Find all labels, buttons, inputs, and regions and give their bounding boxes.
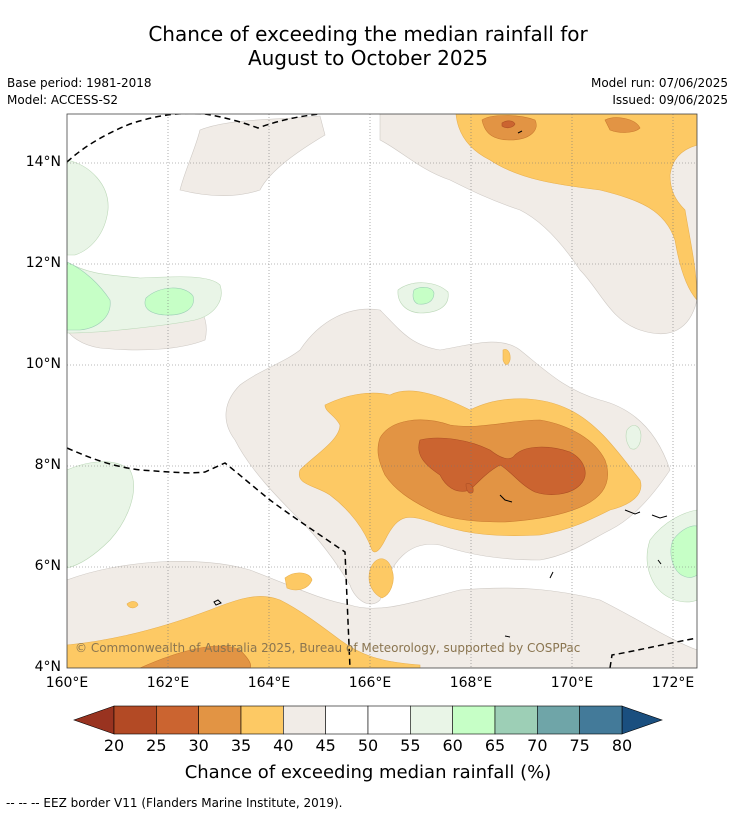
copyright-notice: © Commonwealth of Australia 2025, Bureau… (75, 641, 581, 655)
graticule (67, 114, 697, 668)
lat-tick-label: 8°N (34, 457, 61, 473)
colorbar-tick-label: 35 (230, 736, 252, 755)
contour-60-65 (67, 261, 697, 578)
colorbar-tick-label: 25 (146, 736, 167, 755)
colorbar-swatch (452, 705, 496, 735)
colorbar-swatch (410, 705, 453, 735)
colorbar-swatch (367, 705, 411, 735)
map-title-line1: Chance of exceeding the median rainfall … (148, 22, 588, 46)
map-frame (66, 113, 698, 669)
lat-tick-label: 14°N (25, 154, 61, 170)
colorbar-swatch (156, 705, 199, 735)
model-run: Model run: 07/06/2025 (590, 76, 728, 90)
colorbar-tick-label: 80 (611, 736, 633, 755)
colorbar-tick-label: 30 (188, 736, 209, 755)
colorbar-swatch (283, 705, 326, 735)
colorbar-swatch (537, 705, 580, 735)
eez-footnote: -- -- -- EEZ border V11 (Flanders Marine… (6, 796, 343, 810)
colorbar-tick-label: 60 (442, 736, 463, 755)
colorbar-swatch (494, 705, 538, 735)
lat-tick-label: 4°N (34, 659, 61, 675)
rainfall-contours (67, 114, 697, 668)
lat-tick-label: 6°N (34, 558, 61, 574)
colorbar-max-arrow (621, 705, 663, 735)
model-name: Model: ACCESS-S2 (7, 93, 119, 107)
lon-tick-label: 168°E (449, 675, 493, 691)
colorbar-tick-label: 55 (400, 736, 421, 755)
colorbar-swatch (579, 705, 623, 735)
colorbar-swatch (325, 705, 369, 735)
colorbar-swatch (113, 705, 157, 735)
colorbar-min-arrow (73, 705, 115, 735)
issued-date: Issued: 09/06/2025 (612, 93, 728, 107)
lon-tick-label: 170°E (550, 675, 594, 691)
lon-tick-label: 162°E (146, 675, 190, 691)
colorbar (73, 705, 663, 735)
colorbar-tick-label: 70 (527, 736, 548, 755)
colorbar-swatch (240, 705, 284, 735)
colorbar-tick-label: 50 (357, 736, 379, 755)
lon-tick-label: 160°E (45, 675, 89, 691)
lon-tick-label: 166°E (348, 675, 392, 691)
islands (213, 130, 668, 638)
base-period: Base period: 1981-2018 (7, 76, 152, 90)
colorbar-title: Chance of exceeding median rainfall (%) (184, 762, 552, 783)
colorbar-tick-label: 40 (273, 736, 294, 755)
map-title-line2: August to October 2025 (247, 46, 489, 70)
colorbar-tick-label: 75 (569, 736, 590, 755)
colorbar-tick-label: 45 (315, 736, 336, 755)
lat-tick-label: 10°N (25, 356, 61, 372)
lat-tick-label: 12°N (25, 255, 61, 271)
eez-border (67, 114, 697, 668)
lon-tick-label: 164°E (247, 675, 291, 691)
colorbar-tick-label: 20 (103, 736, 125, 755)
colorbar-tick-label: 65 (484, 736, 506, 755)
colorbar-swatch (198, 705, 242, 735)
contour-25-30 (418, 120, 586, 495)
lon-tick-label: 172°E (651, 675, 695, 691)
